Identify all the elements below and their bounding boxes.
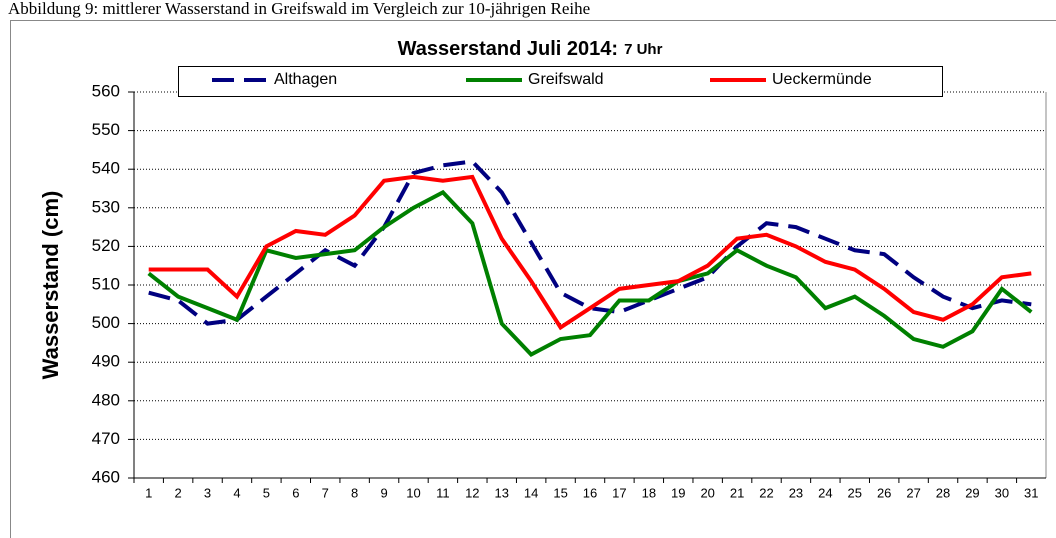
x-tick-label: 8 bbox=[351, 485, 358, 500]
line-series bbox=[148, 159, 1032, 326]
y-tick-label: 560 bbox=[92, 81, 120, 100]
x-tick-label: 15 bbox=[553, 485, 567, 500]
y-tick-label: 550 bbox=[92, 120, 120, 139]
x-tick-label: 1 bbox=[145, 485, 152, 500]
x-tick-label: 14 bbox=[524, 485, 538, 500]
legend-label: Althagen bbox=[274, 71, 337, 88]
x-tick-label: 24 bbox=[818, 485, 832, 500]
x-tick-label: 7 bbox=[322, 485, 329, 500]
chart-title-group: Wasserstand Juli 2014: 7 Uhr bbox=[398, 38, 663, 60]
chart-frame bbox=[10, 20, 1056, 538]
x-tick-label: 20 bbox=[700, 485, 714, 500]
line-series bbox=[148, 174, 1032, 331]
x-tick-label: 19 bbox=[671, 485, 685, 500]
x-tick-label: 22 bbox=[759, 485, 773, 500]
y-tick-label: 500 bbox=[92, 313, 120, 332]
y-tick-label: 520 bbox=[92, 236, 120, 255]
y-tick-label: 490 bbox=[92, 352, 120, 371]
x-tick-label: 3 bbox=[204, 485, 211, 500]
x-tick-label: 11 bbox=[436, 485, 450, 500]
x-tick-label: 5 bbox=[263, 485, 270, 500]
y-tick-label: 540 bbox=[92, 159, 120, 178]
legend-label: Greifswald bbox=[528, 71, 604, 88]
x-tick-label: 26 bbox=[877, 485, 891, 500]
caption: Abbildung 9: mittlerer Wasserstand in Gr… bbox=[8, 0, 590, 18]
x-tick-label: 28 bbox=[936, 485, 950, 500]
line-series bbox=[147, 189, 1033, 357]
x-tick-label: 9 bbox=[380, 485, 387, 500]
chart-title: Wasserstand Juli 2014: bbox=[398, 38, 618, 60]
x-tick-label: 30 bbox=[995, 485, 1009, 500]
y-tick-label: 470 bbox=[92, 429, 120, 448]
x-tick-label: 2 bbox=[175, 485, 182, 500]
y-tick-label: 510 bbox=[92, 274, 120, 293]
legend-box bbox=[178, 66, 943, 97]
x-tick-label: 4 bbox=[233, 485, 240, 500]
x-tick-label: 6 bbox=[292, 485, 299, 500]
x-tick-label: 31 bbox=[1024, 485, 1038, 500]
x-tick-label: 27 bbox=[906, 485, 920, 500]
y-tick-label: 530 bbox=[92, 197, 120, 216]
x-tick-label: 29 bbox=[965, 485, 979, 500]
x-tick-label: 25 bbox=[848, 485, 862, 500]
x-tick-label: 12 bbox=[465, 485, 479, 500]
x-tick-label: 21 bbox=[730, 485, 744, 500]
y-tick-label: 460 bbox=[92, 467, 120, 486]
y-axis-label: Wasserstand (cm) bbox=[38, 191, 63, 380]
legend-label: Ueckermünde bbox=[772, 71, 872, 88]
x-tick-label: 18 bbox=[642, 485, 656, 500]
x-tick-label: 17 bbox=[612, 485, 626, 500]
x-tick-label: 23 bbox=[789, 485, 803, 500]
x-tick-label: 10 bbox=[406, 485, 420, 500]
x-tick-label: 13 bbox=[495, 485, 509, 500]
y-tick-label: 480 bbox=[92, 390, 120, 409]
x-tick-label: 16 bbox=[583, 485, 597, 500]
chart-subtitle: 7 Uhr bbox=[624, 41, 663, 58]
